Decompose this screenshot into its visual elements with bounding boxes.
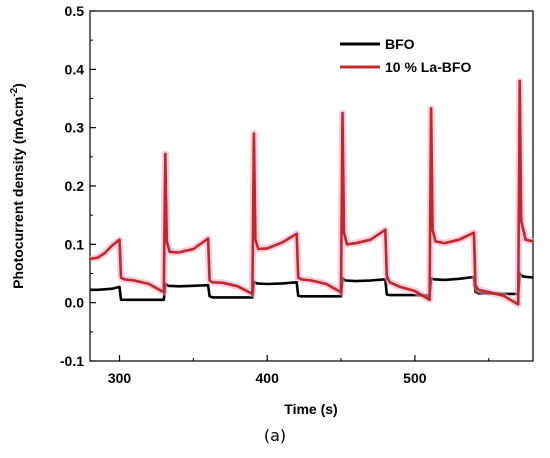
y-tick-label: 0.1 xyxy=(65,236,85,252)
legend-label-bfo: BFO xyxy=(385,36,415,52)
y-tick-label: 0.4 xyxy=(65,61,85,77)
x-axis: 300 400 500 xyxy=(108,355,490,386)
y-tick-label: 0.0 xyxy=(65,295,85,311)
series-halo-la-bfo xyxy=(89,77,534,308)
series-line-bfo xyxy=(90,272,534,302)
series-layer xyxy=(89,77,534,308)
y-tick-label: 0.2 xyxy=(65,178,85,194)
y-tick-label: -0.1 xyxy=(60,353,84,369)
y-tick-label: 0.3 xyxy=(65,120,85,136)
legend-label-la-bfo: 10 % La-BFO xyxy=(385,59,471,75)
y-axis: -0.1 0.0 0.1 0.2 0.3 0.4 0.5 xyxy=(60,3,96,369)
x-tick-label: 500 xyxy=(403,370,427,386)
y-axis-title: Photocurrent density (mAcm-2) xyxy=(9,83,26,289)
x-axis-title: Time (s) xyxy=(284,401,337,417)
series-line-la-bfo xyxy=(89,79,534,306)
x-tick-label: 300 xyxy=(108,370,132,386)
y-axis-title-superscript: -2 xyxy=(9,87,20,96)
legend: BFO 10 % La-BFO xyxy=(340,36,471,75)
figure-caption: (a) xyxy=(263,426,287,445)
y-tick-label: 0.5 xyxy=(65,3,85,19)
x-tick-label: 400 xyxy=(256,370,280,386)
